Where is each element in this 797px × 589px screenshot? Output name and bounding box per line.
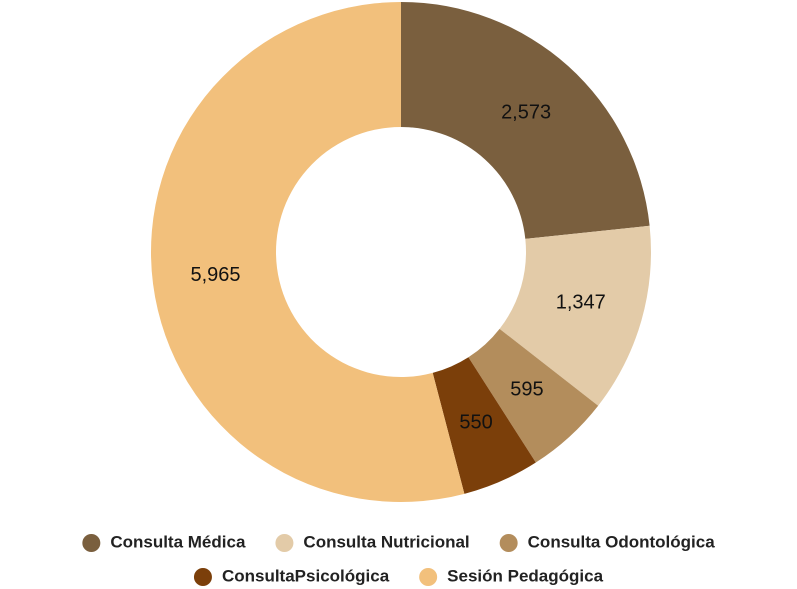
legend-marker	[82, 534, 101, 552]
legend-label: ConsultaPsicológica	[222, 566, 390, 585]
legend-label: Consulta Odontológica	[528, 532, 716, 551]
legend-marker	[275, 534, 294, 552]
donut-slice	[401, 2, 650, 239]
legend-marker	[499, 534, 518, 552]
value-label: 595	[510, 378, 543, 400]
value-label: 2,573	[501, 101, 551, 123]
donut-slice	[432, 357, 536, 494]
donut-slice	[150, 2, 465, 502]
legend-label: Sesión Pedagógica	[447, 566, 603, 585]
legend-label: Consulta Médica	[110, 532, 246, 551]
legend-marker	[193, 568, 212, 586]
donut-slice	[468, 328, 599, 463]
legend-marker	[419, 568, 438, 586]
value-label: 5,965	[191, 264, 241, 286]
value-label: 550	[459, 412, 492, 434]
donut-slice	[499, 225, 652, 406]
legend-label: Consulta Nutricional	[303, 532, 469, 551]
value-label: 1,347	[556, 292, 606, 314]
